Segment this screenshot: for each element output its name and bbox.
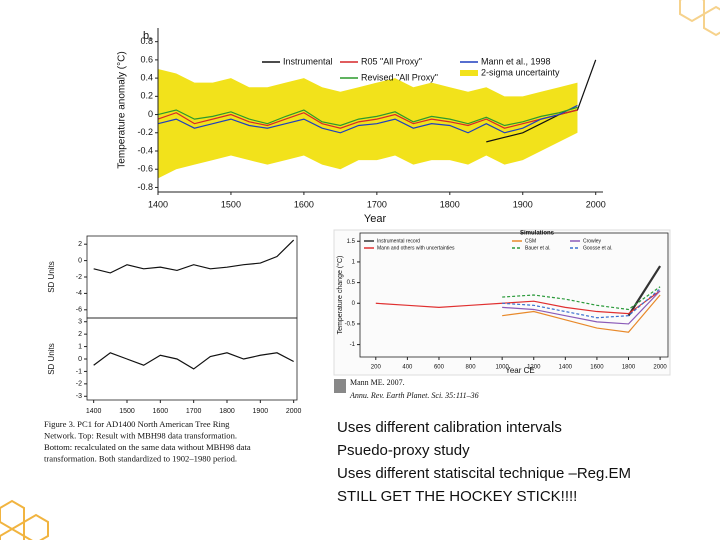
figure-caption: Bottom: recalculated on the same data wi… <box>44 442 251 452</box>
y-tick-label: 0 <box>78 356 82 363</box>
series-line <box>502 290 661 325</box>
plot-frame <box>359 232 669 358</box>
y-tick-label: -0.4 <box>137 145 153 155</box>
figure-caption: transformation. Both standardized to 190… <box>44 453 237 463</box>
panel-label: b, <box>143 30 152 42</box>
x-tick-label: 1700 <box>186 408 202 415</box>
y-tick-label: 0 <box>352 301 356 307</box>
x-axis-label: Year <box>364 213 387 225</box>
x-tick-label: 600 <box>434 365 445 371</box>
bullet-text: STILL GET THE HOCKEY STICK!!!! <box>337 488 577 505</box>
citation: Mann ME. 2007. <box>350 378 405 387</box>
series-line <box>157 106 578 127</box>
legend-label: Revised "All Proxy" <box>361 72 438 82</box>
bullet-text: Uses different statiscital technique –Re… <box>337 465 631 482</box>
bullet-text: Uses different calibration intervals <box>337 419 562 436</box>
x-tick-label: 1800 <box>219 408 235 415</box>
uncertainty-band <box>158 69 578 179</box>
y-tick-label: 2 <box>78 331 82 338</box>
legend-label: CSM <box>525 238 536 244</box>
legend-label: Instrumental record <box>377 238 420 244</box>
figure-caption: Figure 3. PC1 for AD1400 North American … <box>44 419 230 429</box>
y-tick-label: -1 <box>350 342 356 348</box>
x-tick-label: 1800 <box>622 365 636 371</box>
x-tick-label: 2000 <box>586 199 606 209</box>
legend-label: R05 "All Proxy" <box>361 56 422 66</box>
x-tick-label: 1500 <box>119 408 135 415</box>
x-tick-label: 1600 <box>294 199 314 209</box>
y-tick-label: 0.8 <box>140 36 153 46</box>
x-tick-label: 1700 <box>367 199 387 209</box>
x-tick-label: 1900 <box>513 199 533 209</box>
y-tick-label: 0.5 <box>347 280 356 286</box>
series-line <box>157 104 578 134</box>
y-tick-label: -0.6 <box>137 164 153 174</box>
y-tick-label: 0.4 <box>140 72 153 82</box>
y-tick-label: 1.5 <box>347 239 356 245</box>
y-axis-label: Temperature change (°C) <box>336 256 344 335</box>
x-tick-label: 1000 <box>495 365 509 371</box>
x-tick-label: 1400 <box>148 199 168 209</box>
series-line <box>627 265 662 317</box>
x-tick-label: 2000 <box>653 365 667 371</box>
y-tick-label: 3 <box>78 319 82 326</box>
legend-title: Simulations <box>520 231 555 237</box>
x-tick-label: 1200 <box>527 365 541 371</box>
y-tick-label: -0.2 <box>137 127 153 137</box>
legend-label: Crowley <box>583 238 602 244</box>
y-tick-label: -0.5 <box>345 322 356 328</box>
x-tick-label: 1500 <box>221 199 241 209</box>
y-axis-label: SD Units <box>47 261 56 293</box>
figure-caption: Network. Top: Result with MBH98 data tra… <box>44 430 237 440</box>
series-line <box>93 352 294 370</box>
y-tick-label: 1 <box>352 260 356 266</box>
citation: Annu. Rev. Earth Planet. Sci. 35:111–36 <box>349 391 479 400</box>
series-line <box>375 290 661 315</box>
x-tick-label: 1400 <box>559 365 573 371</box>
figure-frame <box>333 229 671 376</box>
x-tick-label: 1400 <box>86 408 102 415</box>
x-axis-label: Year CE <box>505 366 535 375</box>
y-tick-label: 0.6 <box>140 54 153 64</box>
legend-label: Bauer et al. <box>525 245 551 251</box>
legend-label: Mann and others with uncertainties <box>377 245 455 251</box>
x-tick-label: 1900 <box>253 408 269 415</box>
journal-icon <box>334 379 346 393</box>
x-tick-label: 800 <box>466 365 477 371</box>
x-tick-label: 2000 <box>286 408 302 415</box>
y-tick-label: -2 <box>76 274 82 281</box>
x-tick-label: 1800 <box>440 199 460 209</box>
y-tick-label: -3 <box>76 393 82 400</box>
x-tick-label: 400 <box>402 365 413 371</box>
y-tick-label: -1 <box>76 368 82 375</box>
y-axis-label: SD Units <box>47 343 56 375</box>
y-tick-label: -6 <box>76 307 82 314</box>
x-tick-label: 1600 <box>590 365 604 371</box>
series-line <box>502 286 661 311</box>
x-tick-label: 200 <box>371 365 382 371</box>
legend-label: Goosse et al. <box>583 245 612 251</box>
series-line <box>502 294 661 333</box>
x-tick-label: 1600 <box>153 408 169 415</box>
legend-label: Mann et al., 1998 <box>481 56 551 66</box>
y-tick-label: 2 <box>78 241 82 248</box>
y-tick-label: 0 <box>148 109 153 119</box>
bullet-text: Psuedo-proxy study <box>337 442 470 459</box>
y-tick-label: 1 <box>78 343 82 350</box>
series-line <box>157 109 578 129</box>
y-tick-label: -0.8 <box>137 182 153 192</box>
y-tick-label: -2 <box>76 381 82 388</box>
legend-label: 2-sigma uncertainty <box>481 67 560 77</box>
y-tick-label: -4 <box>76 290 82 297</box>
series-line <box>93 239 295 274</box>
series-line <box>502 288 661 319</box>
y-tick-label: 0.2 <box>140 91 153 101</box>
y-tick-label: 0 <box>78 257 82 264</box>
legend-label: Instrumental <box>283 56 333 66</box>
y-axis-label: Temperature anomaly (°C) <box>117 51 128 168</box>
